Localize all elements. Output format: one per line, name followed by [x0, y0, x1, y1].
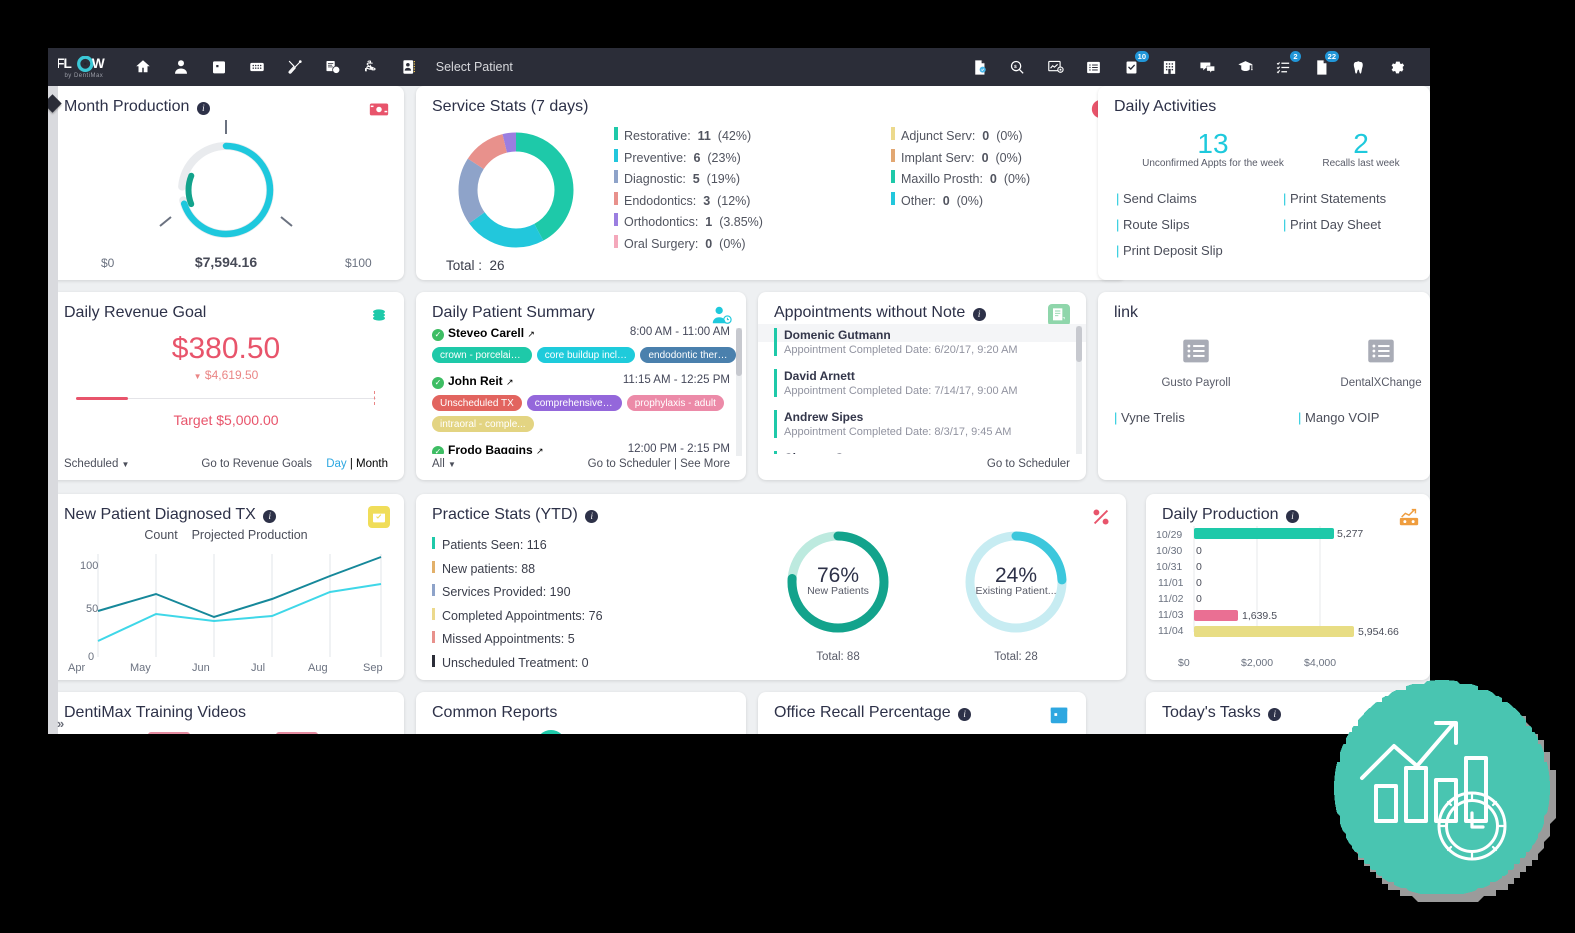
svg-text:10/30: 10/30: [1156, 545, 1182, 557]
svg-text:1,639.5: 1,639.5: [1242, 610, 1277, 622]
svg-text:FL: FL: [58, 56, 71, 71]
svg-text:$: $: [1013, 64, 1016, 70]
svg-text:0: 0: [1196, 545, 1202, 557]
svg-text:11/04: 11/04: [1158, 625, 1184, 637]
svg-text:0: 0: [88, 651, 94, 663]
svg-text:0: 0: [1196, 561, 1202, 573]
svg-text:100: 100: [80, 560, 98, 572]
svg-text:W: W: [92, 56, 105, 71]
svg-text:10/31: 10/31: [1156, 561, 1182, 573]
svg-text:0: 0: [1196, 577, 1202, 589]
svg-text:5,954.66: 5,954.66: [1358, 626, 1399, 638]
svg-text:11/02: 11/02: [1158, 593, 1184, 605]
svg-text:5,277: 5,277: [1337, 528, 1363, 540]
svg-text:50: 50: [86, 603, 98, 615]
svg-text:0: 0: [1196, 593, 1202, 605]
svg-text:11/03: 11/03: [1158, 609, 1184, 621]
svg-text:11/01: 11/01: [1158, 577, 1184, 589]
svg-text:10/29: 10/29: [1156, 529, 1182, 541]
